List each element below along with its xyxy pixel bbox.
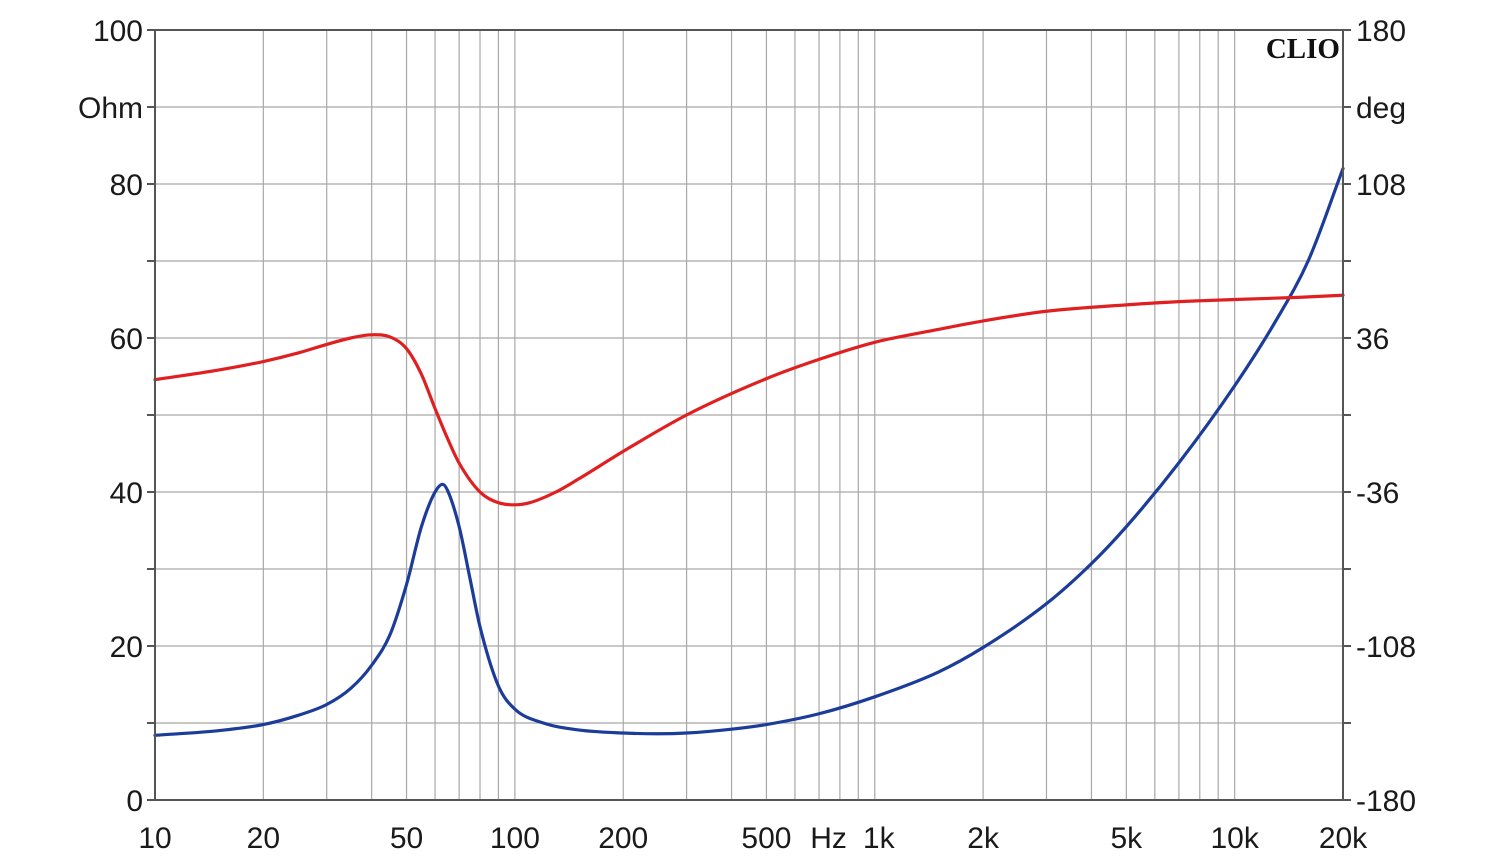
x-tick-label: 1k xyxy=(863,822,896,855)
x-tick-label: 10k xyxy=(1210,822,1259,855)
left-tick-label: 100 xyxy=(93,15,143,48)
grid xyxy=(155,30,1343,800)
left-tick-label: 20 xyxy=(110,631,143,664)
right-tick-label: 36 xyxy=(1356,323,1389,356)
x-tick-label: 200 xyxy=(598,822,648,855)
left-tick-label: 40 xyxy=(110,477,143,510)
right-unit-label: deg xyxy=(1356,92,1406,125)
right-tick-label: -108 xyxy=(1356,631,1416,664)
series-line-impedance xyxy=(153,167,1345,737)
right-tick-label: -36 xyxy=(1356,477,1399,510)
axis-labels: 10 20 50 100 200 500 1k 2k 5k 10k 20k Hz 0 20 40 60 80 10… xyxy=(78,15,1416,855)
right-tick-label: -180 xyxy=(1356,785,1416,818)
tick-marks xyxy=(147,29,1351,801)
right-tick-label: 180 xyxy=(1356,15,1406,48)
x-tick-label: 20 xyxy=(247,822,280,855)
x-tick-label: 2k xyxy=(967,822,1000,855)
x-tick-label: 100 xyxy=(490,822,540,855)
x-tick-label: 50 xyxy=(390,822,423,855)
right-tick-label: 108 xyxy=(1356,169,1406,202)
left-tick-label: 60 xyxy=(110,323,143,356)
left-tick-label: 80 xyxy=(110,169,143,202)
x-tick-label: 5k xyxy=(1110,822,1143,855)
x-tick-label: 20k xyxy=(1319,822,1368,855)
series-line-phase xyxy=(153,293,1345,507)
left-tick-label: 0 xyxy=(126,785,143,818)
left-unit-label: Ohm xyxy=(78,92,143,125)
series-group xyxy=(153,167,1345,737)
clio-logo: CLIO xyxy=(1266,33,1340,65)
x-unit-label: Hz xyxy=(810,822,847,855)
x-tick-label: 10 xyxy=(138,822,171,855)
x-tick-label: 500 xyxy=(741,822,791,855)
